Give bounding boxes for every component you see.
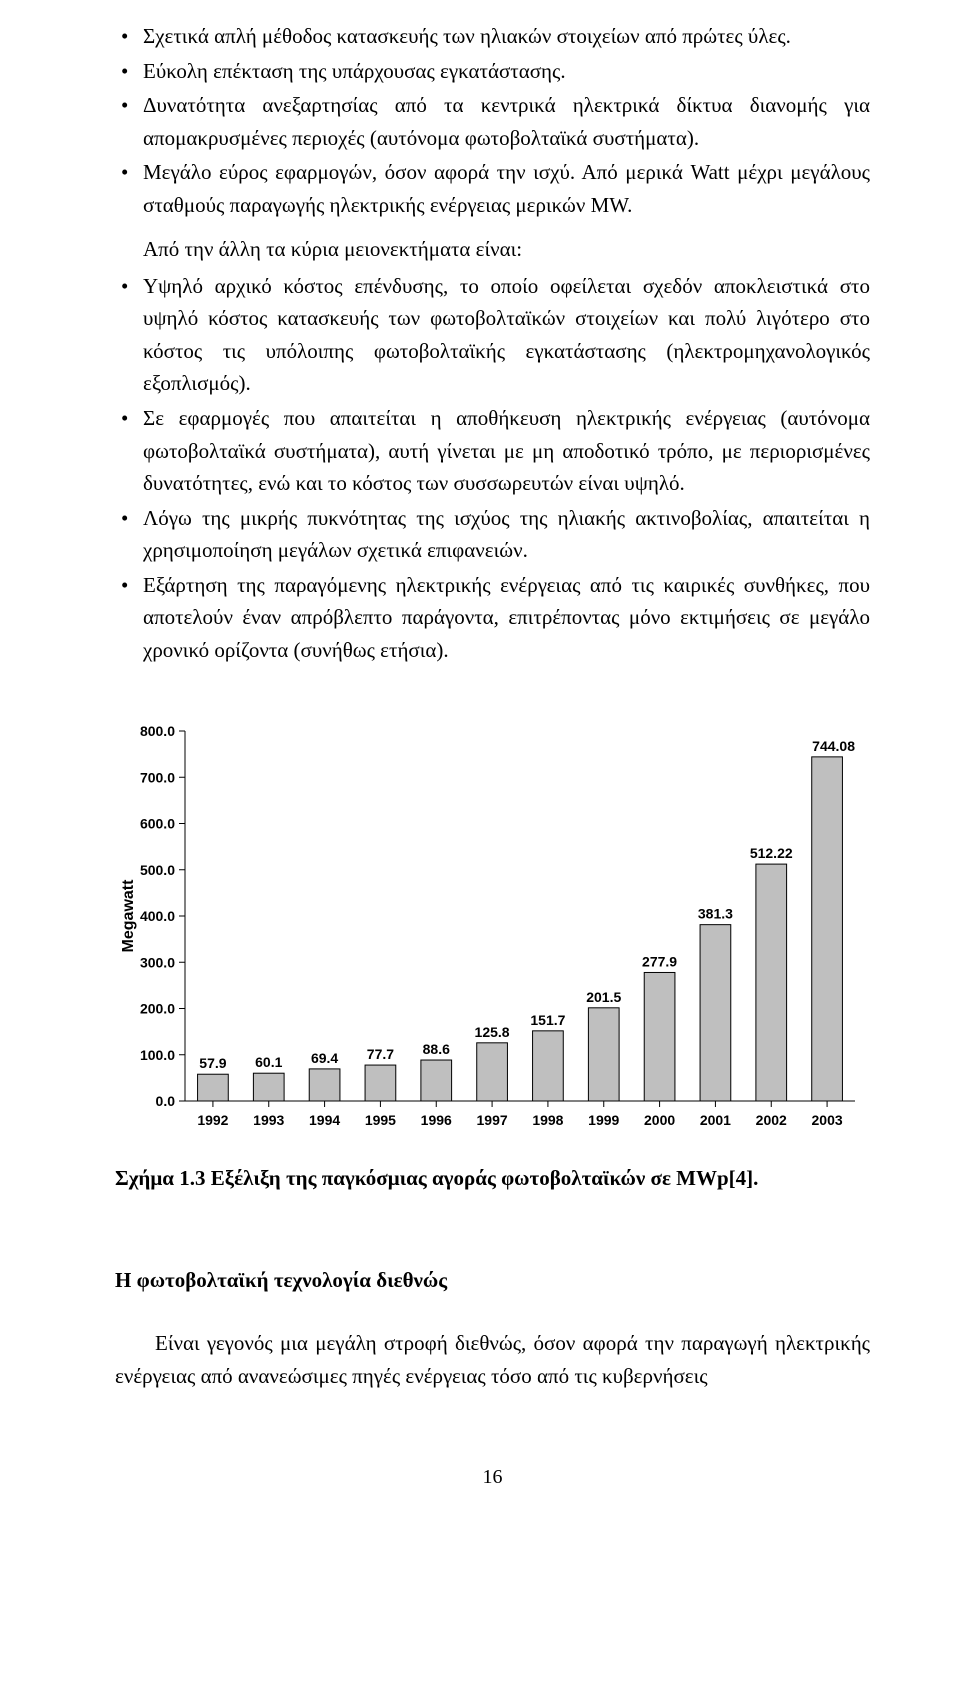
page: Σχετικά απλή μέθοδος κατασκευής των ηλια… [0,0,960,1533]
svg-text:1999: 1999 [588,1112,619,1128]
svg-text:151.7: 151.7 [530,1012,565,1028]
svg-text:1993: 1993 [253,1112,284,1128]
list-item: Εύκολη επέκταση της υπάρχουσας εγκατάστα… [115,55,870,88]
svg-text:200.0: 200.0 [140,1001,175,1017]
svg-text:2001: 2001 [700,1112,731,1128]
section-heading: Η φωτοβολταϊκή τεχνολογία διεθνώς [115,1264,870,1297]
svg-text:2003: 2003 [812,1112,843,1128]
svg-text:100.0: 100.0 [140,1047,175,1063]
page-number: 16 [115,1462,870,1493]
body-paragraph: Είναι γεγονός μια μεγάλη στροφή διεθνώς,… [115,1327,870,1392]
list-item: Σχετικά απλή μέθοδος κατασκευής των ηλια… [115,20,870,53]
svg-text:1995: 1995 [365,1112,396,1128]
svg-text:60.1: 60.1 [255,1055,282,1071]
disadvantages-list: Υψηλό αρχικό κόστος επένδυσης, το οποίο … [115,270,870,667]
svg-text:512.22: 512.22 [750,845,793,861]
svg-text:277.9: 277.9 [642,954,677,970]
svg-text:69.4: 69.4 [311,1050,338,1066]
svg-text:1996: 1996 [421,1112,452,1128]
svg-text:201.5: 201.5 [586,989,621,1005]
svg-text:700.0: 700.0 [140,770,175,786]
figure-caption: Σχήμα 1.3 Εξέλιξη της παγκόσμιας αγοράς … [115,1162,870,1195]
svg-text:381.3: 381.3 [698,906,733,922]
list-item: Εξάρτηση της παραγόμενης ηλεκτρικής ενέρ… [115,569,870,667]
svg-text:2002: 2002 [756,1112,787,1128]
svg-text:77.7: 77.7 [367,1046,394,1062]
caption-text: Εξέλιξη της παγκόσμιας αγοράς φωτοβολταϊ… [205,1166,758,1190]
svg-text:600.0: 600.0 [140,816,175,832]
disadvantages-lead: Από την άλλη τα κύρια μειονεκτήματα είνα… [143,233,870,266]
svg-text:1994: 1994 [309,1112,340,1128]
svg-text:125.8: 125.8 [475,1024,510,1040]
svg-text:1998: 1998 [532,1112,563,1128]
list-item: Λόγω της μικρής πυκνότητας της ισχύος τη… [115,502,870,567]
list-item: Σε εφαρμογές που απαιτείται η αποθήκευση… [115,402,870,500]
svg-text:300.0: 300.0 [140,955,175,971]
chart-svg: 0.0 100.0 200.0 300.0 400.0 500.0 600.0 700.0 80… [115,716,870,1146]
svg-text:744.08: 744.08 [812,738,855,754]
svg-text:0.0: 0.0 [156,1093,176,1109]
bar-chart: 0.0 100.0 200.0 300.0 400.0 500.0 600.0 700.0 80… [115,716,870,1156]
svg-text:400.0: 400.0 [140,908,175,924]
svg-text:2000: 2000 [644,1112,675,1128]
list-item: Μεγάλο εύρος εφαρμογών, όσον αφορά την ι… [115,156,870,221]
svg-text:57.9: 57.9 [199,1056,226,1072]
list-item: Υψηλό αρχικό κόστος επένδυσης, το οποίο … [115,270,870,400]
caption-label: Σχήμα 1.3 [115,1166,205,1190]
svg-text:88.6: 88.6 [423,1041,450,1057]
svg-text:500.0: 500.0 [140,862,175,878]
svg-text:Megawatt: Megawatt [120,879,137,953]
list-item: Δυνατότητα ανεξαρτησίας από τα κεντρικά … [115,89,870,154]
svg-text:1997: 1997 [477,1112,508,1128]
advantages-list: Σχετικά απλή μέθοδος κατασκευής των ηλια… [115,20,870,221]
svg-text:1992: 1992 [197,1112,228,1128]
svg-text:800.0: 800.0 [140,723,175,739]
